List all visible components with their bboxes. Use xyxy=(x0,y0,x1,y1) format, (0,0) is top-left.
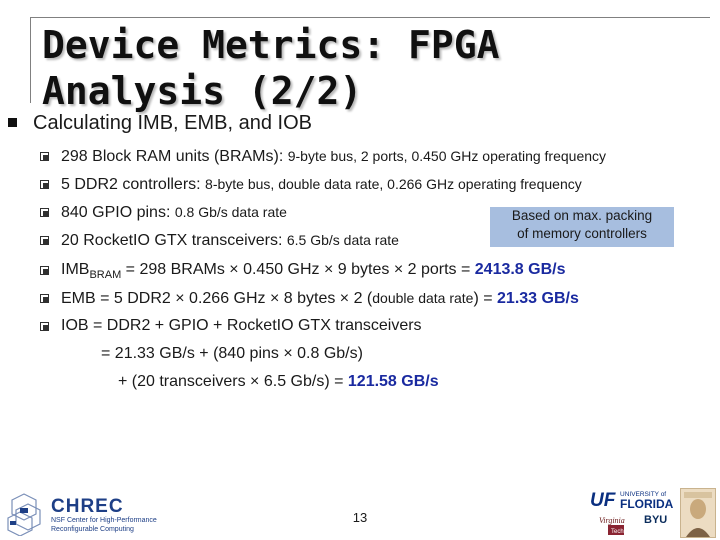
checkbox-bullet-icon xyxy=(40,322,49,331)
checkbox-bullet-icon xyxy=(40,208,49,217)
emb-note: double data rate xyxy=(372,290,474,306)
imb-subscript: BRAM xyxy=(89,269,122,282)
emb-close: ) = xyxy=(473,290,498,307)
iob-line-3-expr: + (20 transceivers × 6.5 Gb/s) = xyxy=(118,373,348,390)
square-bullet-icon xyxy=(8,118,17,127)
slide-title: Device Metrics: FPGA Analysis (2/2) xyxy=(42,23,500,113)
checkbox-bullet-icon xyxy=(40,236,49,245)
portrait-seal-icon xyxy=(680,488,716,538)
callout-line-2: of memory controllers xyxy=(517,226,647,241)
item-head: 20 RocketIO GTX transceivers: xyxy=(61,232,287,249)
item-detail: 6.5 Gb/s data rate xyxy=(286,232,399,248)
chrec-subtitle-line-1: NSF Center for High-Performance xyxy=(51,517,157,524)
callout-box: Based on max. packing of memory controll… xyxy=(490,207,674,247)
title-left-rule xyxy=(30,17,31,103)
item-detail: 0.8 Gb/s data rate xyxy=(174,204,287,220)
list-item: 298 Block RAM units (BRAMs): 9-byte bus,… xyxy=(0,145,720,169)
iob-result: 121.58 GB/s xyxy=(347,373,439,390)
iob-line-1: IOB = DDR2 + GPIO + RocketIO GTX transce… xyxy=(61,317,422,334)
chrec-subtitle-line-2: Reconfigurable Computing xyxy=(51,526,134,533)
imb-formula-text: IMBBRAM = 298 BRAMs × 0.450 GHz × 9 byte… xyxy=(61,259,566,286)
list-item-text: 298 Block RAM units (BRAMs): 9-byte bus,… xyxy=(61,145,606,168)
title-top-rule xyxy=(30,17,710,18)
callout-line-1: Based on max. packing xyxy=(511,208,653,223)
chrec-logo-icon xyxy=(7,493,41,536)
iob-formula: IOB = DDR2 + GPIO + RocketIO GTX transce… xyxy=(0,315,720,339)
checkbox-bullet-icon xyxy=(40,266,49,275)
svg-text:Virginia: Virginia xyxy=(599,516,625,525)
chrec-subtitle: NSF Center for High-Performance Reconfig… xyxy=(51,516,157,534)
list-item: 5 DDR2 controllers: 8-byte bus, double d… xyxy=(0,173,720,197)
page-number: 13 xyxy=(352,510,368,525)
emb-expression: EMB = 5 DDR2 × 0.266 GHz × 8 bytes × 2 ( xyxy=(61,290,373,307)
main-bullet-text: Calculating IMB, EMB, and IOB xyxy=(33,112,313,134)
emb-result: 21.33 GB/s xyxy=(497,290,579,307)
uf-florida: FLORIDA xyxy=(620,497,674,511)
uf-logo: UF xyxy=(590,490,616,511)
list-item-text: 5 DDR2 controllers: 8-byte bus, double d… xyxy=(61,173,582,196)
item-detail: 8-byte bus, double data rate, 0.266 GHz … xyxy=(205,176,582,192)
imb-expression: = 298 BRAMs × 0.450 GHz × 9 bytes × 2 po… xyxy=(121,261,475,278)
item-head: 298 Block RAM units (BRAMs): xyxy=(61,148,288,165)
checkbox-bullet-icon xyxy=(40,152,49,161)
virginia-tech-logo-icon: Virginia Tech xyxy=(598,513,636,537)
list-item-text: 840 GPIO pins: 0.8 Gb/s data rate xyxy=(61,201,287,224)
byu-logo: BYU xyxy=(644,514,668,526)
checkbox-bullet-icon xyxy=(40,294,49,303)
imb-prefix: IMB xyxy=(61,261,90,278)
iob-line-3: + (20 transceivers × 6.5 Gb/s) = 121.58 … xyxy=(118,371,439,393)
imb-result: 2413.8 GB/s xyxy=(474,261,566,278)
emb-formula-text: EMB = 5 DDR2 × 0.266 GHz × 8 bytes × 2 (… xyxy=(61,287,579,310)
svg-text:Tech: Tech xyxy=(611,529,624,535)
list-item-text: 20 RocketIO GTX transceivers: 6.5 Gb/s d… xyxy=(61,229,399,252)
item-head: 840 GPIO pins: xyxy=(61,204,175,221)
imb-formula: IMBBRAM = 298 BRAMs × 0.450 GHz × 9 byte… xyxy=(0,259,720,283)
checkbox-bullet-icon xyxy=(40,180,49,189)
item-head: 5 DDR2 controllers: xyxy=(61,176,206,193)
uf-university-of: UNIVERSITY of xyxy=(620,491,667,498)
item-detail: 9-byte bus, 2 ports, 0.450 GHz operating… xyxy=(287,148,607,164)
emb-formula: EMB = 5 DDR2 × 0.266 GHz × 8 bytes × 2 (… xyxy=(0,287,720,311)
chrec-wordmark: CHREC xyxy=(51,496,124,517)
iob-line-2: = 21.33 GB/s + (840 pins × 0.8 Gb/s) xyxy=(101,345,363,362)
list-item: 20 RocketIO GTX transceivers: 6.5 Gb/s d… xyxy=(0,229,720,253)
list-item: 840 GPIO pins: 0.8 Gb/s data rate xyxy=(0,201,720,225)
